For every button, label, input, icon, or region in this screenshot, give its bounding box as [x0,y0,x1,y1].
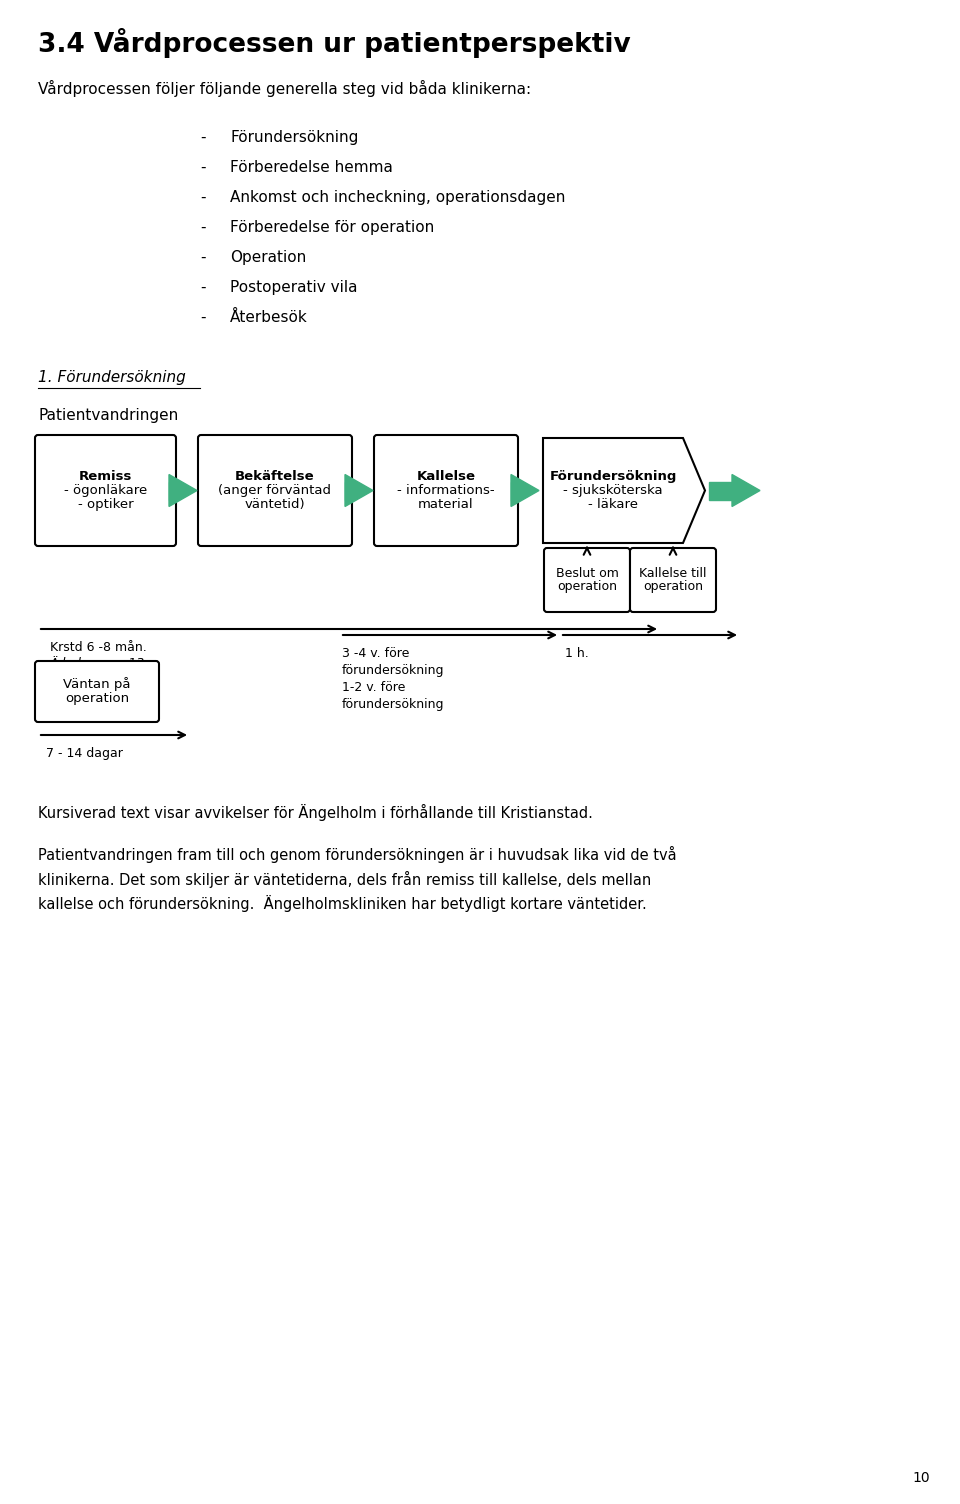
Text: - sjuksköterska: - sjuksköterska [564,484,662,496]
Text: Återbesök: Återbesök [230,310,308,325]
Text: - optiker: - optiker [78,498,133,511]
Text: Förundersökning: Förundersökning [549,469,677,483]
Text: operation: operation [643,581,703,593]
Text: Förberedelse för operation: Förberedelse för operation [230,220,434,235]
Text: -: - [200,220,205,235]
Text: - informations-: - informations- [397,484,494,496]
Text: Väntan på: Väntan på [63,677,131,692]
Polygon shape [169,481,177,499]
Text: Kallelse till: Kallelse till [639,567,707,579]
Text: 3.4 Vårdprocessen ur patientperspektiv: 3.4 Vårdprocessen ur patientperspektiv [38,29,631,59]
Text: 3 -4 v. före
förundersökning
1-2 v. före
förundersökning: 3 -4 v. före förundersökning 1-2 v. före… [342,647,444,711]
Text: Postoperativ vila: Postoperativ vila [230,280,357,295]
Text: väntetid): väntetid) [245,498,305,511]
Text: 7 - 14 dagar: 7 - 14 dagar [46,747,123,760]
Text: Ä-holm max 13 v.: Ä-holm max 13 v. [50,657,159,669]
FancyBboxPatch shape [630,547,716,612]
Text: - läkare: - läkare [588,498,638,511]
Text: -: - [200,250,205,265]
Text: Kallelse: Kallelse [417,469,475,483]
FancyBboxPatch shape [35,435,176,546]
FancyBboxPatch shape [374,435,518,546]
Text: -: - [200,280,205,295]
Text: material: material [419,498,474,511]
Polygon shape [511,481,519,499]
Text: 10: 10 [912,1471,930,1484]
FancyBboxPatch shape [544,547,630,612]
Text: operation: operation [557,581,617,593]
Text: -: - [200,159,205,174]
Text: Operation: Operation [230,250,306,265]
Text: -: - [200,310,205,325]
Text: 1 h.: 1 h. [565,647,588,660]
Text: Patientvandringen: Patientvandringen [38,408,179,423]
Text: Ankomst och incheckning, operationsdagen: Ankomst och incheckning, operationsdagen [230,190,565,205]
Text: Bekäftelse: Bekäftelse [235,469,315,483]
Text: -: - [200,190,205,205]
Polygon shape [169,474,197,507]
Polygon shape [345,481,353,499]
Text: -: - [200,129,205,144]
Text: Beslut om: Beslut om [556,567,618,579]
Polygon shape [709,481,732,499]
Text: Patientvandringen fram till och genom förundersökningen är i huvudsak lika vid d: Patientvandringen fram till och genom fö… [38,845,677,913]
Polygon shape [543,438,705,543]
Text: (anger förväntad: (anger förväntad [219,484,331,496]
Text: - ögonläkare: - ögonläkare [64,484,147,496]
FancyBboxPatch shape [35,660,159,722]
Text: Förberedelse hemma: Förberedelse hemma [230,159,393,174]
Polygon shape [345,474,373,507]
Text: Remiss: Remiss [79,469,132,483]
Text: Krstd 6 -8 mån.: Krstd 6 -8 mån. [50,641,147,654]
FancyBboxPatch shape [198,435,352,546]
Text: Förundersökning: Förundersökning [230,129,358,144]
Text: operation: operation [65,692,129,705]
Polygon shape [732,474,760,507]
Text: 1. Förundersökning: 1. Förundersökning [38,370,185,385]
Text: Kursiverad text visar avvikelser för Ängelholm i förhållande till Kristianstad.: Kursiverad text visar avvikelser för Äng… [38,805,593,821]
Text: Vårdprocessen följer följande generella steg vid båda klinikerna:: Vårdprocessen följer följande generella … [38,80,531,98]
Polygon shape [511,474,539,507]
